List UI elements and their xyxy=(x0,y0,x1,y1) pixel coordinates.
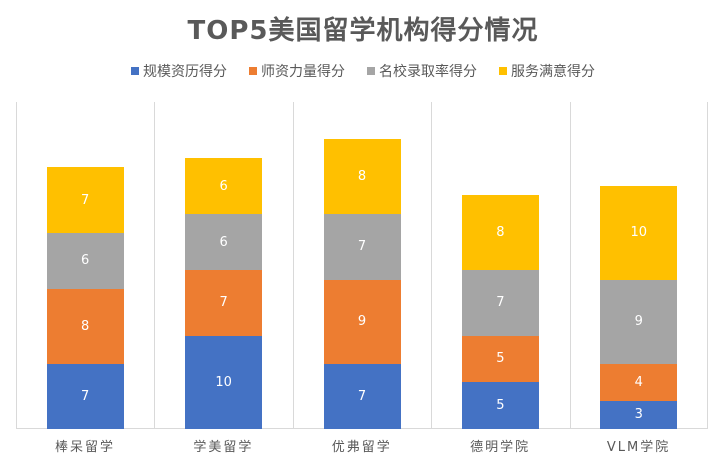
bar-segment: 6 xyxy=(46,232,124,289)
bar-segment: 7 xyxy=(46,363,124,429)
bar-segment: 3 xyxy=(600,400,678,429)
gridline xyxy=(569,102,571,429)
bar-segment: 8 xyxy=(323,139,401,215)
legend-swatch-orange-icon xyxy=(249,67,257,75)
bar-segment: 6 xyxy=(185,214,263,271)
legend-item-service: 服务满意得分 xyxy=(499,61,595,81)
bar-segment: 7 xyxy=(461,270,539,336)
gridline xyxy=(16,102,17,429)
bar-segment: 10 xyxy=(185,335,263,429)
category-label: 棒呆留学 xyxy=(54,440,115,455)
bar-segment: 5 xyxy=(461,382,539,429)
gridline xyxy=(292,102,294,429)
legend-label: 规模资历得分 xyxy=(143,64,227,80)
category-label: 学美留学 xyxy=(193,440,254,455)
gridline xyxy=(707,102,708,429)
bar-segment: 7 xyxy=(185,270,263,336)
legend-swatch-blue-icon xyxy=(131,67,139,75)
legend-item-admission: 名校录取率得分 xyxy=(367,61,477,81)
bar-segment: 6 xyxy=(185,158,263,215)
bar-segment: 9 xyxy=(600,279,678,364)
gridline xyxy=(154,102,156,429)
bar-segment: 7 xyxy=(46,167,124,233)
legend-label: 服务满意得分 xyxy=(511,64,595,80)
category-label: 德明学院 xyxy=(470,440,531,455)
legend-label: 名校录取率得分 xyxy=(379,64,477,80)
bar-segment: 4 xyxy=(600,363,678,401)
bar-segment: 7 xyxy=(323,214,401,280)
bar-segment: 8 xyxy=(461,195,539,271)
category-label: VLM学院 xyxy=(606,440,671,455)
plot-area: 7 8 6 7 10 7 6 6 7 9 7 8 5 5 7 8 3 4 9 10 xyxy=(16,102,708,429)
bar-segment: 10 xyxy=(600,186,678,280)
legend-swatch-gray-icon xyxy=(367,67,375,75)
bar-segment: 5 xyxy=(461,335,539,383)
legend-item-faculty: 师资力量得分 xyxy=(249,61,345,81)
stacked-bar: 3 4 9 10 xyxy=(600,186,678,429)
bar-segment: 9 xyxy=(323,279,401,364)
legend-item-scale: 规模资历得分 xyxy=(131,61,227,81)
gridline xyxy=(431,102,433,429)
bar-segment: 7 xyxy=(323,363,401,429)
legend-label: 师资力量得分 xyxy=(261,64,345,80)
chart-legend: 规模资历得分 师资力量得分 名校录取率得分 服务满意得分 xyxy=(0,61,726,81)
category-label: 优弗留学 xyxy=(331,440,392,455)
stacked-bar: 10 7 6 6 xyxy=(185,158,263,429)
bar-segment: 8 xyxy=(46,288,124,364)
legend-swatch-yellow-icon xyxy=(499,67,507,75)
chart-title: TOP5美国留学机构得分情况 xyxy=(187,16,539,46)
